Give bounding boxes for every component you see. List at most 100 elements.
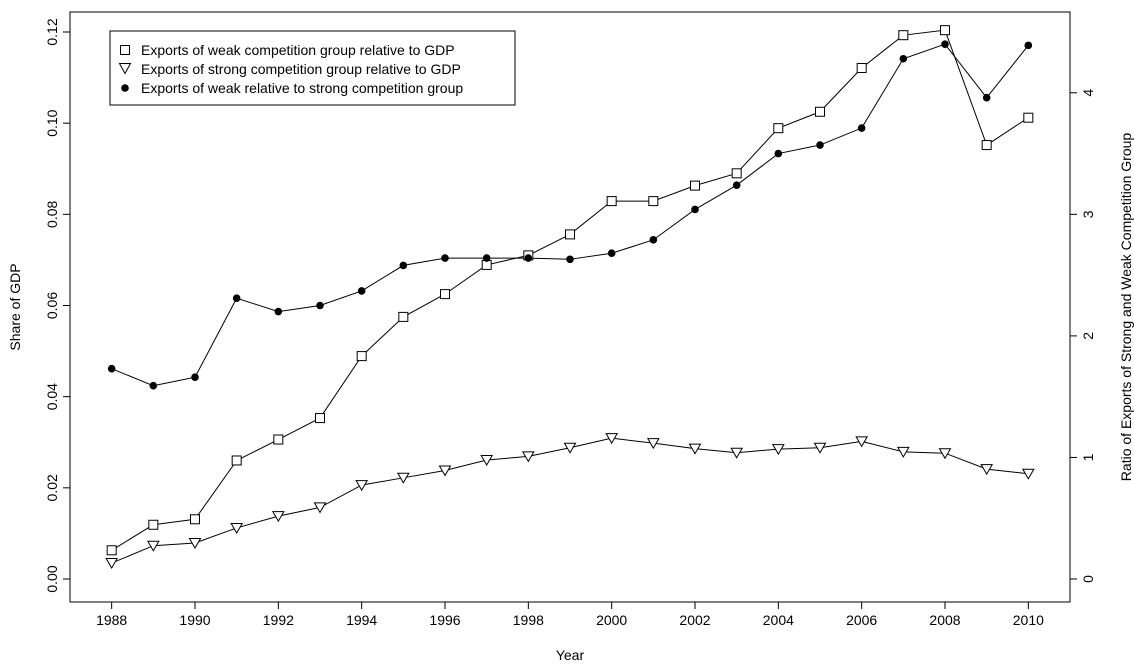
data-point-circle <box>149 381 158 390</box>
data-point-triangle <box>438 465 452 477</box>
data-point-square <box>190 514 200 525</box>
x-tick-label: 2004 <box>763 612 794 628</box>
data-point-triangle <box>188 537 202 549</box>
data-point-square <box>398 311 409 322</box>
data-point-circle <box>1024 41 1033 50</box>
y2-tick-label: 4 <box>1080 89 1096 97</box>
data-point-triangle <box>146 540 160 552</box>
x-axis-label: Year <box>556 647 585 663</box>
legend-label-weak-gdp: Exports of weak competition group relati… <box>141 42 455 58</box>
x-tick-label: 2000 <box>596 612 627 628</box>
data-point-square <box>315 413 325 424</box>
data-point-square <box>898 30 909 41</box>
series-line-1 <box>111 437 1029 564</box>
series-points <box>105 25 1035 570</box>
y2-tick-label: 3 <box>1080 210 1096 218</box>
x-tick-label: 2006 <box>846 612 877 628</box>
x-tick-label: 1988 <box>96 612 127 628</box>
data-point-square <box>273 434 284 445</box>
data-point-square <box>565 229 575 240</box>
y-tick-label: 0.00 <box>44 565 60 592</box>
data-point-triangle <box>313 502 327 514</box>
y2-tick-label: 2 <box>1080 332 1096 340</box>
data-point-square <box>1023 112 1034 123</box>
data-point-circle <box>274 307 283 316</box>
x-tick-label: 1994 <box>346 612 377 628</box>
x-tick-label: 2002 <box>679 612 710 628</box>
data-point-triangle <box>730 447 744 459</box>
plot-frame <box>69 11 1071 603</box>
x-tick-label: 2010 <box>1013 612 1044 628</box>
axes-layer: 1988 1990 1992 1994 1996 1998 2000 2002 2004 2006… <box>44 18 1096 628</box>
legend-label-ratio: Exports of weak relative to strong compe… <box>141 80 463 96</box>
legend-label-strong-gdp: Exports of strong competition group rela… <box>141 61 461 77</box>
series-line-0 <box>111 29 1029 551</box>
series-lines <box>111 29 1029 564</box>
y-tick-label: 0.04 <box>44 383 60 410</box>
data-point-circle <box>649 236 658 244</box>
data-point-circle <box>899 54 908 63</box>
x-tick-label: 1996 <box>429 612 460 628</box>
data-point-circle <box>982 93 991 102</box>
data-point-circle <box>816 141 824 149</box>
data-point-triangle <box>105 558 119 570</box>
data-point-circle <box>691 205 699 214</box>
data-point-triangle <box>355 480 369 492</box>
data-point-triangle <box>980 464 994 476</box>
x-tick-label: 1998 <box>513 612 544 628</box>
data-point-triangle <box>813 442 827 454</box>
data-point-square <box>440 289 450 300</box>
data-point-circle <box>316 301 324 310</box>
y-tick-label: 0.10 <box>44 109 60 136</box>
legend-box <box>109 30 516 106</box>
data-point-square <box>606 196 617 207</box>
data-point-triangle <box>938 448 952 460</box>
data-point-triangle <box>396 472 410 484</box>
y-tick-label: 0.06 <box>44 292 60 319</box>
data-point-circle <box>482 254 491 262</box>
y-tick-label: 0.12 <box>44 18 60 45</box>
data-point-circle <box>607 249 616 258</box>
y-axis-label: Share of GDP <box>7 263 23 350</box>
data-point-triangle <box>855 436 869 448</box>
data-point-triangle <box>230 522 244 534</box>
data-point-triangle <box>480 455 494 467</box>
data-point-triangle <box>896 446 910 458</box>
data-point-square <box>815 106 825 117</box>
data-point-square <box>773 123 784 134</box>
legend: Exports of weak competition group relati… <box>109 30 516 106</box>
legend-circle-icon <box>121 84 129 92</box>
data-point-circle <box>232 294 241 303</box>
data-point-circle <box>857 124 866 132</box>
x-tick-label: 2008 <box>929 612 960 628</box>
data-point-circle <box>566 255 574 264</box>
data-point-square <box>106 545 117 556</box>
data-point-circle <box>774 149 783 158</box>
data-point-square <box>940 25 950 36</box>
data-point-circle <box>107 364 116 373</box>
x-tick-label: 1990 <box>179 612 210 628</box>
data-point-circle <box>732 181 741 189</box>
y2-tick-label: 0 <box>1080 575 1096 583</box>
x-tick-label: 1992 <box>263 612 294 628</box>
data-point-square <box>856 63 867 74</box>
legend-square-icon <box>120 45 130 55</box>
data-point-square <box>231 455 242 466</box>
data-point-circle <box>191 373 199 382</box>
data-point-triangle <box>521 451 535 463</box>
y2-tick-label: 1 <box>1080 453 1096 461</box>
data-point-circle <box>941 40 949 48</box>
legend-triangle-icon <box>118 63 132 75</box>
data-point-square <box>981 140 992 151</box>
y-tick-label: 0.02 <box>44 474 60 501</box>
data-point-circle <box>441 254 449 262</box>
data-point-triangle <box>646 438 660 450</box>
data-point-square <box>690 180 700 191</box>
data-point-square <box>148 519 159 530</box>
data-point-circle <box>399 261 408 270</box>
y-tick-label: 0.08 <box>44 200 60 227</box>
data-point-triangle <box>271 511 285 523</box>
data-point-circle <box>524 254 533 262</box>
